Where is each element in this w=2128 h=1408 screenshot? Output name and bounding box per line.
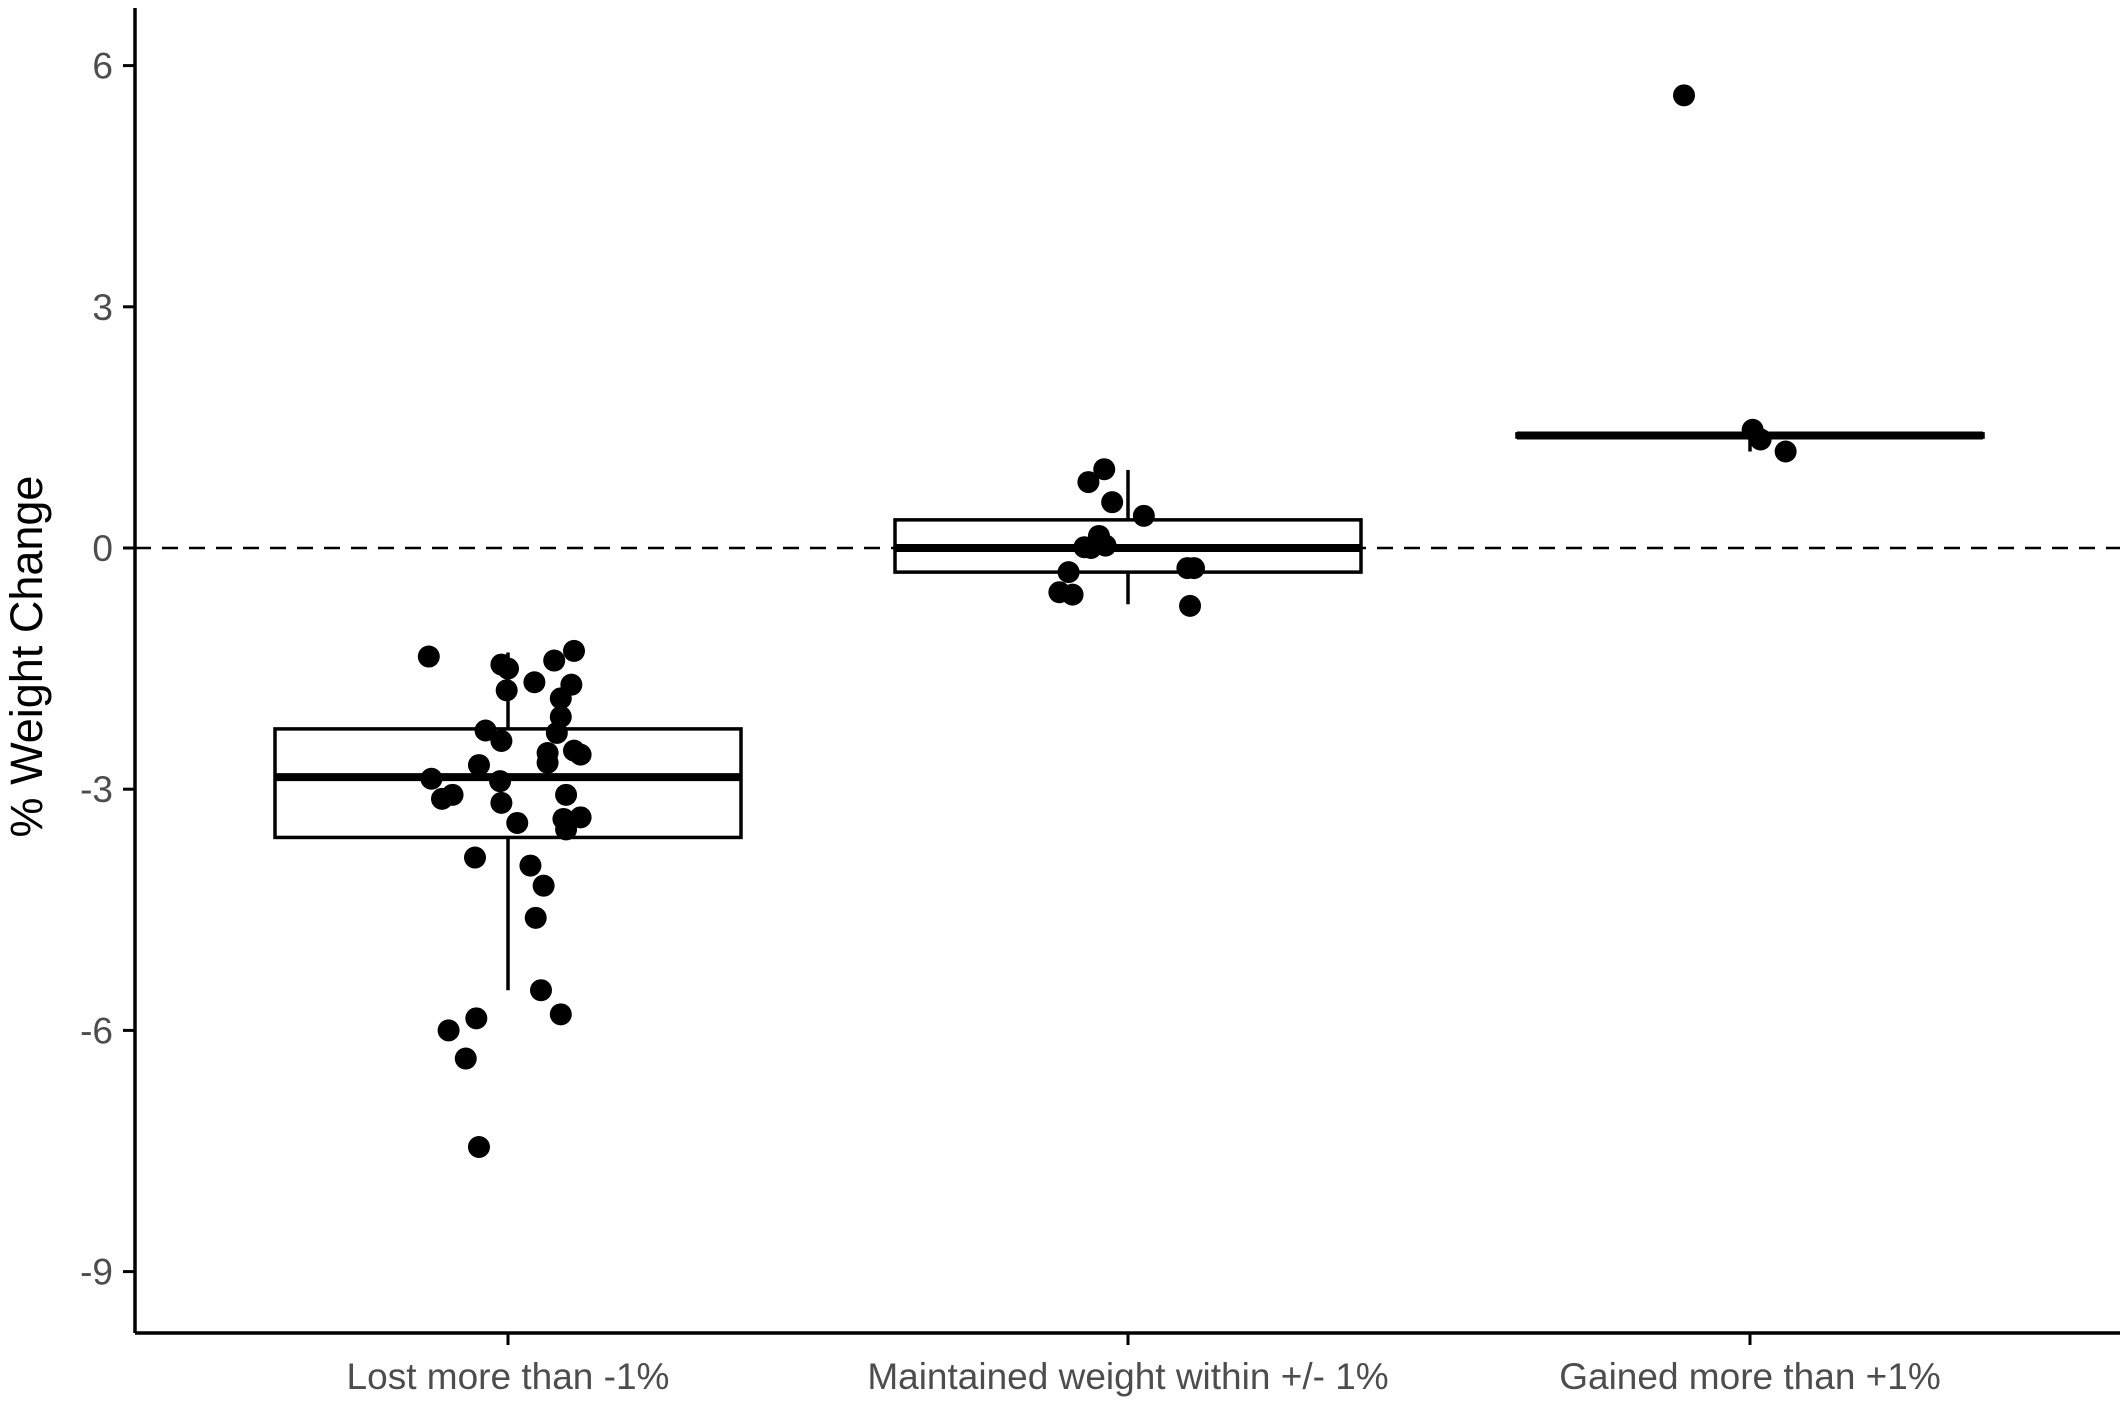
data-point [543, 649, 566, 672]
data-point [420, 767, 443, 790]
data-point [545, 721, 568, 744]
data-point [1749, 428, 1772, 451]
data-point [1080, 537, 1103, 559]
x-ticks: Lost more than -1% Maintained weight with… [347, 1333, 1941, 1397]
data-point [474, 719, 497, 742]
data-point [417, 645, 440, 668]
data-point [1093, 458, 1116, 481]
data-point [536, 751, 559, 774]
data-point [519, 854, 542, 877]
data-point [437, 1019, 460, 1042]
data-point [523, 671, 546, 694]
data-point [555, 818, 578, 841]
y-tick-label: -6 [80, 1010, 113, 1051]
data-point [464, 846, 486, 869]
y-tick-label: 3 [92, 287, 113, 328]
data-point [1673, 84, 1695, 107]
data-point [495, 679, 518, 702]
data-point [1179, 594, 1202, 617]
data-point [530, 979, 552, 1002]
data-point [506, 811, 529, 834]
data-point [490, 729, 513, 752]
data-point [490, 791, 513, 814]
data-point [489, 770, 512, 793]
data-point [563, 639, 585, 662]
data-point [1183, 557, 1205, 580]
x-tick-label: Gained more than +1% [1559, 1356, 1941, 1397]
data-point [467, 754, 490, 777]
data-points [417, 84, 1797, 1158]
data-point [465, 1007, 488, 1030]
data-point [497, 657, 519, 680]
data-point [1077, 471, 1100, 494]
data-point [569, 743, 592, 766]
data-point [532, 874, 555, 897]
data-point [569, 806, 592, 829]
data-point [1774, 440, 1797, 463]
x-tick-label: Maintained weight within +/- 1% [867, 1356, 1388, 1397]
y-tick-label: 0 [92, 528, 113, 569]
data-point [1061, 583, 1084, 606]
data-point [1132, 504, 1155, 527]
data-point [549, 687, 572, 710]
data-point [454, 1047, 477, 1070]
data-point [1101, 491, 1124, 514]
box-2 [893, 470, 1363, 605]
data-point [1057, 561, 1080, 584]
boxes [273, 431, 1985, 991]
data-point [555, 783, 578, 806]
y-tick-label: -9 [80, 1252, 113, 1293]
y-ticks: -9 -6 -3 0 3 6 [80, 46, 135, 1293]
x-tick-label: Lost more than -1% [347, 1356, 670, 1397]
data-point [467, 1135, 490, 1158]
data-point [549, 1003, 572, 1026]
data-point [441, 783, 464, 806]
y-tick-label: -3 [80, 769, 113, 810]
y-tick-label: 6 [92, 46, 113, 87]
y-axis-title: % Weight Change [1, 476, 52, 838]
data-point [524, 906, 547, 929]
